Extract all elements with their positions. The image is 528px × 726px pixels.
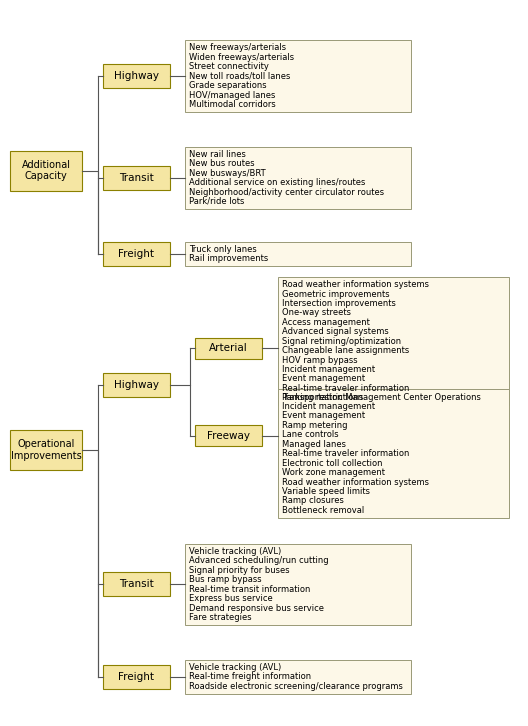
Text: New rail lines: New rail lines	[189, 150, 246, 159]
Text: Arterial: Arterial	[210, 343, 248, 354]
Text: Incident management: Incident management	[282, 402, 375, 411]
FancyBboxPatch shape	[185, 147, 411, 209]
Text: HOV/managed lanes: HOV/managed lanes	[189, 91, 276, 99]
FancyBboxPatch shape	[103, 572, 169, 597]
Text: Advanced signal systems: Advanced signal systems	[282, 327, 389, 336]
Text: Widen freeways/arterials: Widen freeways/arterials	[189, 53, 294, 62]
Text: Grade separations: Grade separations	[189, 81, 267, 90]
FancyBboxPatch shape	[278, 389, 509, 518]
FancyBboxPatch shape	[103, 665, 169, 688]
Text: Road weather information systems: Road weather information systems	[282, 478, 429, 486]
Text: Parking restrictions: Parking restrictions	[282, 393, 363, 402]
Text: Highway: Highway	[114, 380, 159, 390]
FancyBboxPatch shape	[185, 659, 411, 694]
Text: Access management: Access management	[282, 318, 370, 327]
Text: Intersection improvements: Intersection improvements	[282, 299, 395, 308]
Text: Rail improvements: Rail improvements	[189, 254, 268, 264]
FancyBboxPatch shape	[10, 150, 82, 190]
Text: Neighborhood/activity center circulator routes: Neighborhood/activity center circulator …	[189, 187, 384, 197]
FancyBboxPatch shape	[103, 373, 169, 396]
Text: New toll roads/toll lanes: New toll roads/toll lanes	[189, 72, 290, 81]
Text: Transit: Transit	[119, 173, 154, 183]
Text: Express bus service: Express bus service	[189, 594, 273, 603]
FancyBboxPatch shape	[195, 338, 262, 359]
FancyBboxPatch shape	[185, 40, 411, 112]
Text: Vehicle tracking (AVL): Vehicle tracking (AVL)	[189, 663, 281, 672]
Text: Real-time freight information: Real-time freight information	[189, 672, 312, 681]
Text: Additional
Capacity: Additional Capacity	[22, 160, 71, 182]
Text: Fare strategies: Fare strategies	[189, 613, 252, 622]
Text: Vehicle tracking (AVL): Vehicle tracking (AVL)	[189, 547, 281, 556]
Text: Variable speed limits: Variable speed limits	[282, 487, 370, 496]
Text: Lane controls: Lane controls	[282, 431, 338, 439]
Text: HOV ramp bypass: HOV ramp bypass	[282, 356, 357, 364]
Text: New bus routes: New bus routes	[189, 159, 255, 168]
Text: Transit: Transit	[119, 579, 154, 590]
Text: Electronic toll collection: Electronic toll collection	[282, 459, 382, 468]
Text: Bus ramp bypass: Bus ramp bypass	[189, 575, 262, 584]
Text: Advanced scheduling/run cutting: Advanced scheduling/run cutting	[189, 556, 329, 566]
Text: Highway: Highway	[114, 71, 159, 81]
Text: Ramp closures: Ramp closures	[282, 497, 344, 505]
Text: Signal priority for buses: Signal priority for buses	[189, 566, 290, 575]
FancyBboxPatch shape	[278, 277, 509, 405]
Text: Work zone management: Work zone management	[282, 468, 385, 477]
Text: Additional service on existing lines/routes: Additional service on existing lines/rou…	[189, 178, 365, 187]
Text: Bottleneck removal: Bottleneck removal	[282, 506, 364, 515]
Text: Multimodal corridors: Multimodal corridors	[189, 100, 276, 109]
FancyBboxPatch shape	[103, 242, 169, 266]
Text: Park/ride lots: Park/ride lots	[189, 197, 244, 206]
Text: Truck only lanes: Truck only lanes	[189, 245, 257, 254]
Text: Roadside electronic screening/clearance programs: Roadside electronic screening/clearance …	[189, 682, 403, 690]
Text: Transportation Management Center Operations: Transportation Management Center Operati…	[282, 393, 480, 401]
Text: Incident management: Incident management	[282, 365, 375, 374]
Text: Real-time traveler information: Real-time traveler information	[282, 449, 409, 458]
Text: Signal retiming/optimization: Signal retiming/optimization	[282, 337, 401, 346]
Text: Demand responsive bus service: Demand responsive bus service	[189, 603, 324, 613]
FancyBboxPatch shape	[103, 64, 169, 88]
FancyBboxPatch shape	[185, 544, 411, 625]
FancyBboxPatch shape	[10, 430, 82, 470]
FancyBboxPatch shape	[195, 425, 262, 446]
Text: Road weather information systems: Road weather information systems	[282, 280, 429, 289]
FancyBboxPatch shape	[185, 242, 411, 266]
Text: Event management: Event management	[282, 375, 365, 383]
Text: Event management: Event management	[282, 412, 365, 420]
Text: Real-time traveler information: Real-time traveler information	[282, 384, 409, 393]
Text: Changeable lane assignments: Changeable lane assignments	[282, 346, 409, 355]
Text: Real-time transit information: Real-time transit information	[189, 584, 310, 594]
FancyBboxPatch shape	[103, 166, 169, 189]
Text: One-way streets: One-way streets	[282, 309, 351, 317]
Text: Freight: Freight	[118, 249, 154, 259]
Text: Operational
Improvements: Operational Improvements	[11, 439, 82, 461]
Text: Freeway: Freeway	[208, 431, 250, 441]
Text: Geometric improvements: Geometric improvements	[282, 290, 389, 298]
Text: Freight: Freight	[118, 672, 154, 682]
Text: Ramp metering: Ramp metering	[282, 421, 347, 430]
Text: New busways/BRT: New busways/BRT	[189, 168, 266, 178]
Text: New freeways/arterials: New freeways/arterials	[189, 44, 286, 52]
Text: Managed lanes: Managed lanes	[282, 440, 346, 449]
Text: Street connectivity: Street connectivity	[189, 62, 269, 71]
